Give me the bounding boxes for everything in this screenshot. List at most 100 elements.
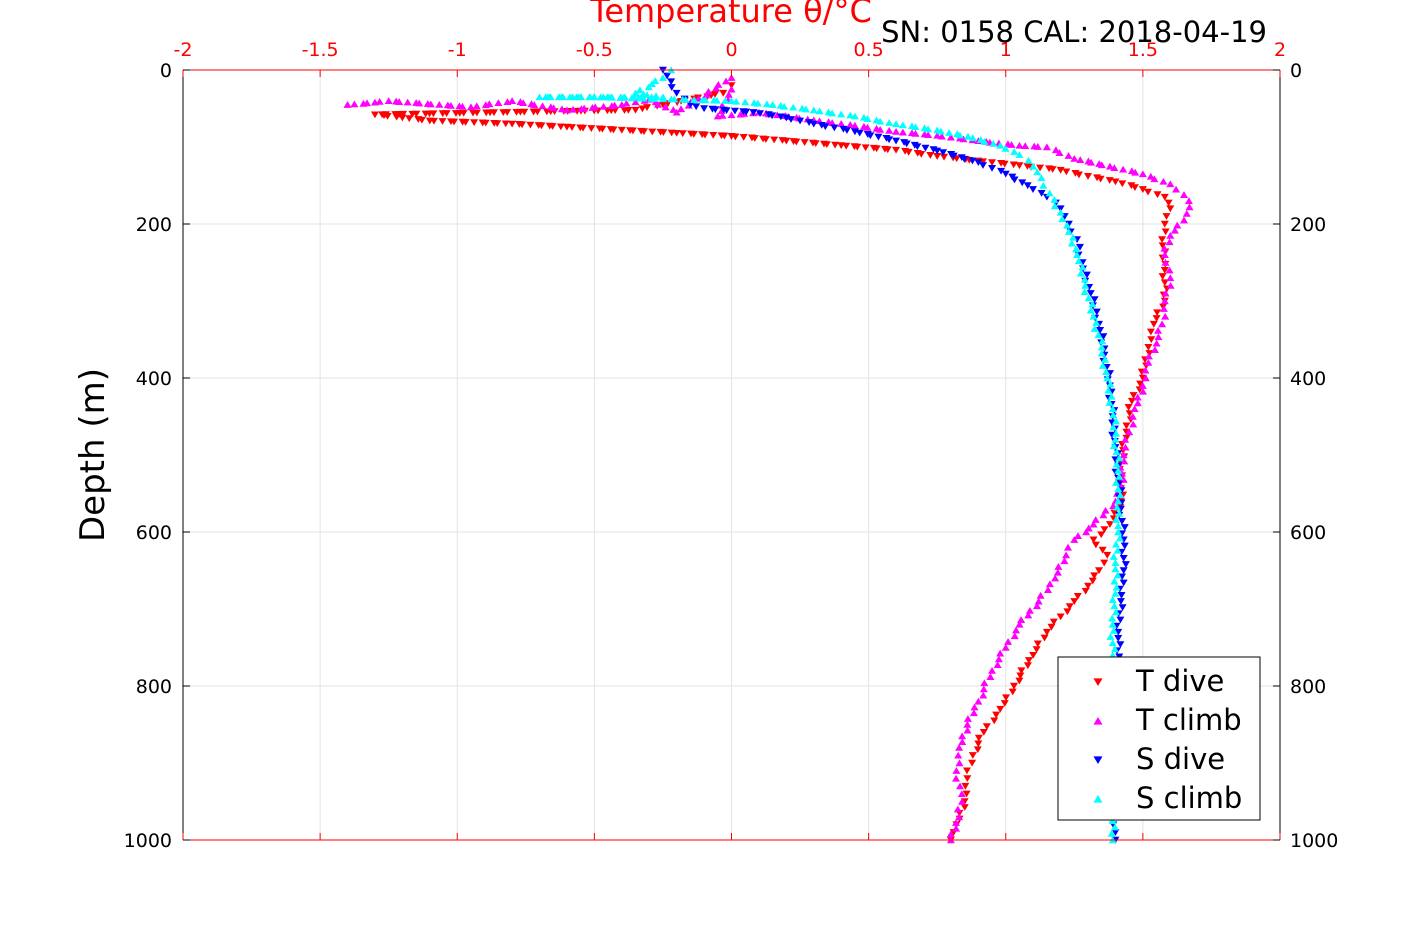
data-point [567,124,576,131]
data-point [741,98,750,106]
data-point [1105,521,1114,528]
data-point [1150,175,1159,183]
data-point [960,155,969,163]
data-point [1017,616,1026,623]
data-point [648,128,657,136]
data-point [663,72,672,80]
data-point [461,119,470,126]
data-point [1033,602,1042,610]
data-point [493,120,502,128]
data-point [850,121,859,129]
legend-label: T dive [1135,664,1224,698]
data-point [883,146,892,154]
data-point [1125,428,1134,436]
data-point [955,131,964,139]
data-point [863,115,872,122]
data-point [1153,191,1162,199]
data-point [1118,180,1127,188]
data-point [1086,306,1095,314]
data-point [796,117,805,125]
data-point [968,134,977,141]
data-point [1029,652,1038,659]
data-point [866,132,875,140]
data-point [1180,191,1189,198]
data-point [1127,182,1136,190]
data-point [546,93,555,101]
data-point [591,103,600,111]
data-point [1136,380,1145,388]
data-point [619,94,628,102]
data-point [1158,320,1167,328]
data-point [1161,289,1170,297]
data-point [714,81,723,88]
data-point [1144,344,1153,351]
data-point [822,141,831,149]
data-point [622,99,631,107]
data-point [1025,606,1034,614]
data-point [979,685,988,693]
data-point [992,711,1001,719]
data-point [1001,170,1010,178]
data-point [809,106,818,114]
data-point [530,101,539,109]
data-point [1111,590,1120,597]
data-point [1114,635,1123,642]
data-point [1110,602,1119,610]
data-point [702,91,711,99]
data-point [678,130,687,138]
data-point [644,83,653,91]
data-point [1090,296,1099,304]
data-point [954,751,963,759]
data-point [979,729,988,736]
data-point [958,797,967,805]
data-point [988,159,997,166]
data-point [1166,231,1175,239]
data-point [1121,443,1130,451]
data-point [1154,333,1163,341]
data-point [1119,165,1128,173]
data-point [1154,326,1163,334]
data-point [681,95,690,103]
data-point [1049,618,1058,626]
data-point [988,667,997,674]
data-point [1114,528,1123,536]
data-point [1017,667,1026,675]
data-point [727,111,736,119]
data-point [587,125,596,132]
data-point [742,108,751,116]
data-point [853,143,862,151]
data-point [421,110,430,118]
data-point [1056,208,1065,216]
data-point [1105,399,1114,406]
data-point [1078,263,1087,271]
data-point [1111,608,1120,616]
data-point [1146,172,1155,180]
data-point [1180,216,1189,224]
data-point [780,102,789,110]
data-point [1149,320,1158,328]
data-point [1060,557,1069,565]
data-point [596,93,605,101]
data-point [1138,382,1147,389]
data-point [482,109,491,117]
data-point [508,97,517,104]
data-point [562,106,571,114]
data-point [1070,536,1079,543]
data-point [968,759,977,767]
data-point [1164,199,1173,207]
data-point [1015,677,1024,685]
data-point [1080,288,1089,295]
data-point [672,108,681,116]
data-point [1158,236,1167,243]
data-point [946,133,955,141]
data-point [1106,380,1115,388]
data-point [815,107,824,115]
data-point [1133,399,1142,407]
data-point [1161,258,1170,266]
data-point [672,89,681,97]
data-point [1110,577,1119,585]
data-point [1101,355,1110,363]
data-point [1007,141,1016,148]
data-point [659,129,668,137]
data-point [1034,597,1043,605]
